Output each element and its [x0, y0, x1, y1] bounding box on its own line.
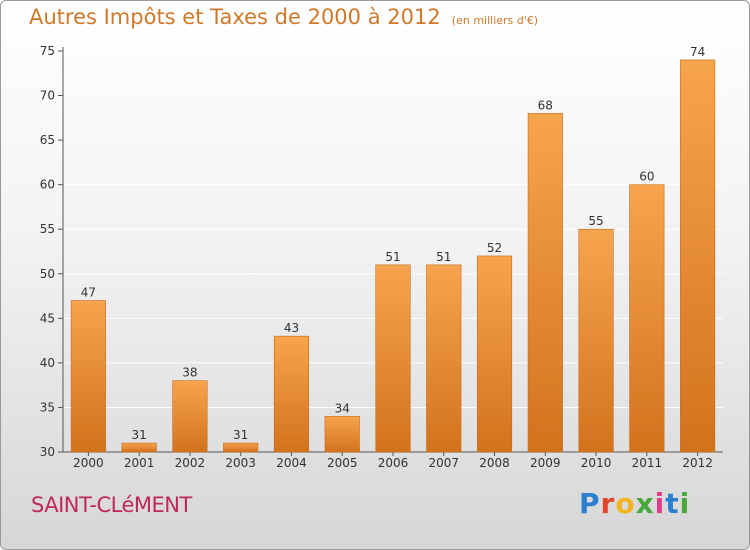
- x-tick-label: 2002: [175, 456, 206, 470]
- x-tick-label: 2008: [479, 456, 510, 470]
- y-tick-label: 50: [40, 267, 55, 281]
- bar: [375, 264, 411, 453]
- data-label: 51: [385, 250, 400, 264]
- y-tick-label: 30: [40, 445, 55, 459]
- chart-title: Autres Impôts et Taxes de 2000 à 2012: [29, 5, 441, 29]
- data-label: 74: [690, 45, 705, 59]
- data-label: 43: [284, 321, 299, 335]
- data-label: 68: [538, 98, 553, 112]
- bar: [70, 300, 106, 453]
- data-label: 60: [639, 170, 654, 184]
- commune-name: SAINT-CLéMENT: [31, 493, 192, 517]
- x-tick-label: 2003: [225, 456, 256, 470]
- y-tick-label: 55: [40, 222, 55, 236]
- bar: [121, 442, 157, 453]
- x-tick-label: 2012: [682, 456, 713, 470]
- bar: [629, 184, 665, 453]
- x-tick-label: 2005: [327, 456, 358, 470]
- logo-letter: o: [615, 487, 636, 520]
- chart-subtitle: (en milliers d'€): [451, 14, 539, 27]
- bar: [680, 59, 716, 453]
- x-tick-label: 2001: [124, 456, 155, 470]
- bar: [324, 416, 360, 453]
- bar: [426, 264, 462, 453]
- data-label: 31: [132, 428, 147, 442]
- logo-letter: t: [665, 487, 680, 520]
- data-label: 51: [436, 250, 451, 264]
- x-tick-label: 2011: [632, 456, 663, 470]
- logo-letter: i: [679, 487, 691, 520]
- bar: [527, 113, 563, 453]
- y-tick-label: 70: [40, 89, 55, 103]
- x-tick-label: 2000: [73, 456, 104, 470]
- y-tick-label: 35: [40, 400, 55, 414]
- logo-letter: P: [579, 487, 601, 520]
- axes: 30 35 40 45 50 55 60 65 70 75 2000 2001 2002 2003 2004…: [40, 44, 723, 470]
- data-label: 52: [487, 241, 502, 255]
- logo-letter: r: [600, 487, 616, 520]
- y-tick-label: 45: [40, 311, 55, 325]
- logo-letter: i: [654, 487, 666, 520]
- data-label: 31: [233, 428, 248, 442]
- y-tick-label: 75: [40, 44, 55, 58]
- bar: [578, 228, 614, 453]
- y-tick-label: 65: [40, 133, 55, 147]
- data-label: 34: [335, 401, 350, 415]
- bar: [476, 255, 513, 453]
- bar: [273, 335, 310, 453]
- data-labels: 47 31 38 31 43 34 51 51 52 68 55 60 74: [81, 45, 706, 442]
- y-tick-label: 40: [40, 356, 55, 370]
- data-label: 47: [81, 286, 96, 300]
- x-tick-label: 2009: [530, 456, 561, 470]
- x-tick-label: 2006: [378, 456, 409, 470]
- data-label: 55: [588, 214, 603, 228]
- bar: [223, 442, 259, 453]
- bars: [70, 59, 716, 453]
- x-tick-label: 2007: [428, 456, 459, 470]
- x-tick-label: 2004: [276, 456, 307, 470]
- data-label: 38: [182, 366, 197, 380]
- logo-letter: x: [635, 487, 655, 520]
- chart-header: Autres Impôts et Taxes de 2000 à 2012 (e…: [29, 5, 538, 29]
- proxiti-logo[interactable]: Proxiti: [579, 487, 690, 520]
- bar: [172, 380, 208, 453]
- y-tick-label: 60: [40, 178, 55, 192]
- x-tick-label: 2010: [581, 456, 612, 470]
